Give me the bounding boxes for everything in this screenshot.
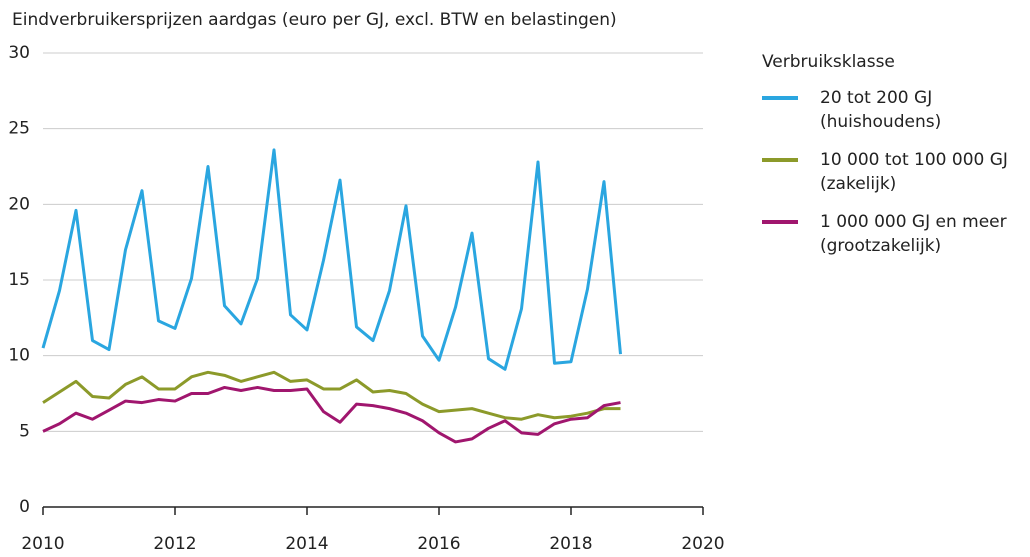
legend-label: 10 000 tot 100 000 GJ (zakelijk) [820,150,1008,194]
y-tick-label: 5 [19,421,30,441]
legend-title: Verbruiksklasse [762,52,895,72]
legend-swatch [762,220,798,224]
x-tick-label: 2020 [681,534,724,553]
chart: Eindverbruikersprijzen aardgas (euro per… [8,10,724,554]
legend: Verbruiksklasse 20 tot 200 GJ (huishoude… [762,52,1030,258]
line-series [41,148,622,371]
x-tick-label: 2016 [417,534,460,553]
line-series [42,370,621,421]
y-tick-label: 30 [8,43,30,63]
legend-item: 20 tot 200 GJ (huishoudens) [762,86,1030,134]
y-tick-label: 25 [8,119,30,139]
x-tick-label: 2010 [21,534,64,553]
legend-item: 10 000 tot 100 000 GJ (zakelijk) [762,148,1030,196]
chart-title: Eindverbruikersprijzen aardgas (euro per… [12,10,617,30]
legend-label: 1 000 000 GJ en meer (grootzakelijk) [820,212,1007,256]
x-tick-label: 2014 [285,534,328,553]
x-tick-label: 2018 [549,534,592,553]
legend-item: 1 000 000 GJ en meer (grootzakelijk) [762,210,1030,258]
y-tick-label: 20 [8,194,30,214]
y-tick-label: 10 [8,346,30,366]
legend-swatch [762,96,798,100]
line-series [42,385,621,444]
y-tick-label: 0 [19,497,30,517]
x-tick-label: 2012 [153,534,196,553]
y-tick-label: 15 [8,270,30,290]
legend-swatch [762,158,798,162]
legend-label: 20 tot 200 GJ (huishoudens) [820,88,942,132]
